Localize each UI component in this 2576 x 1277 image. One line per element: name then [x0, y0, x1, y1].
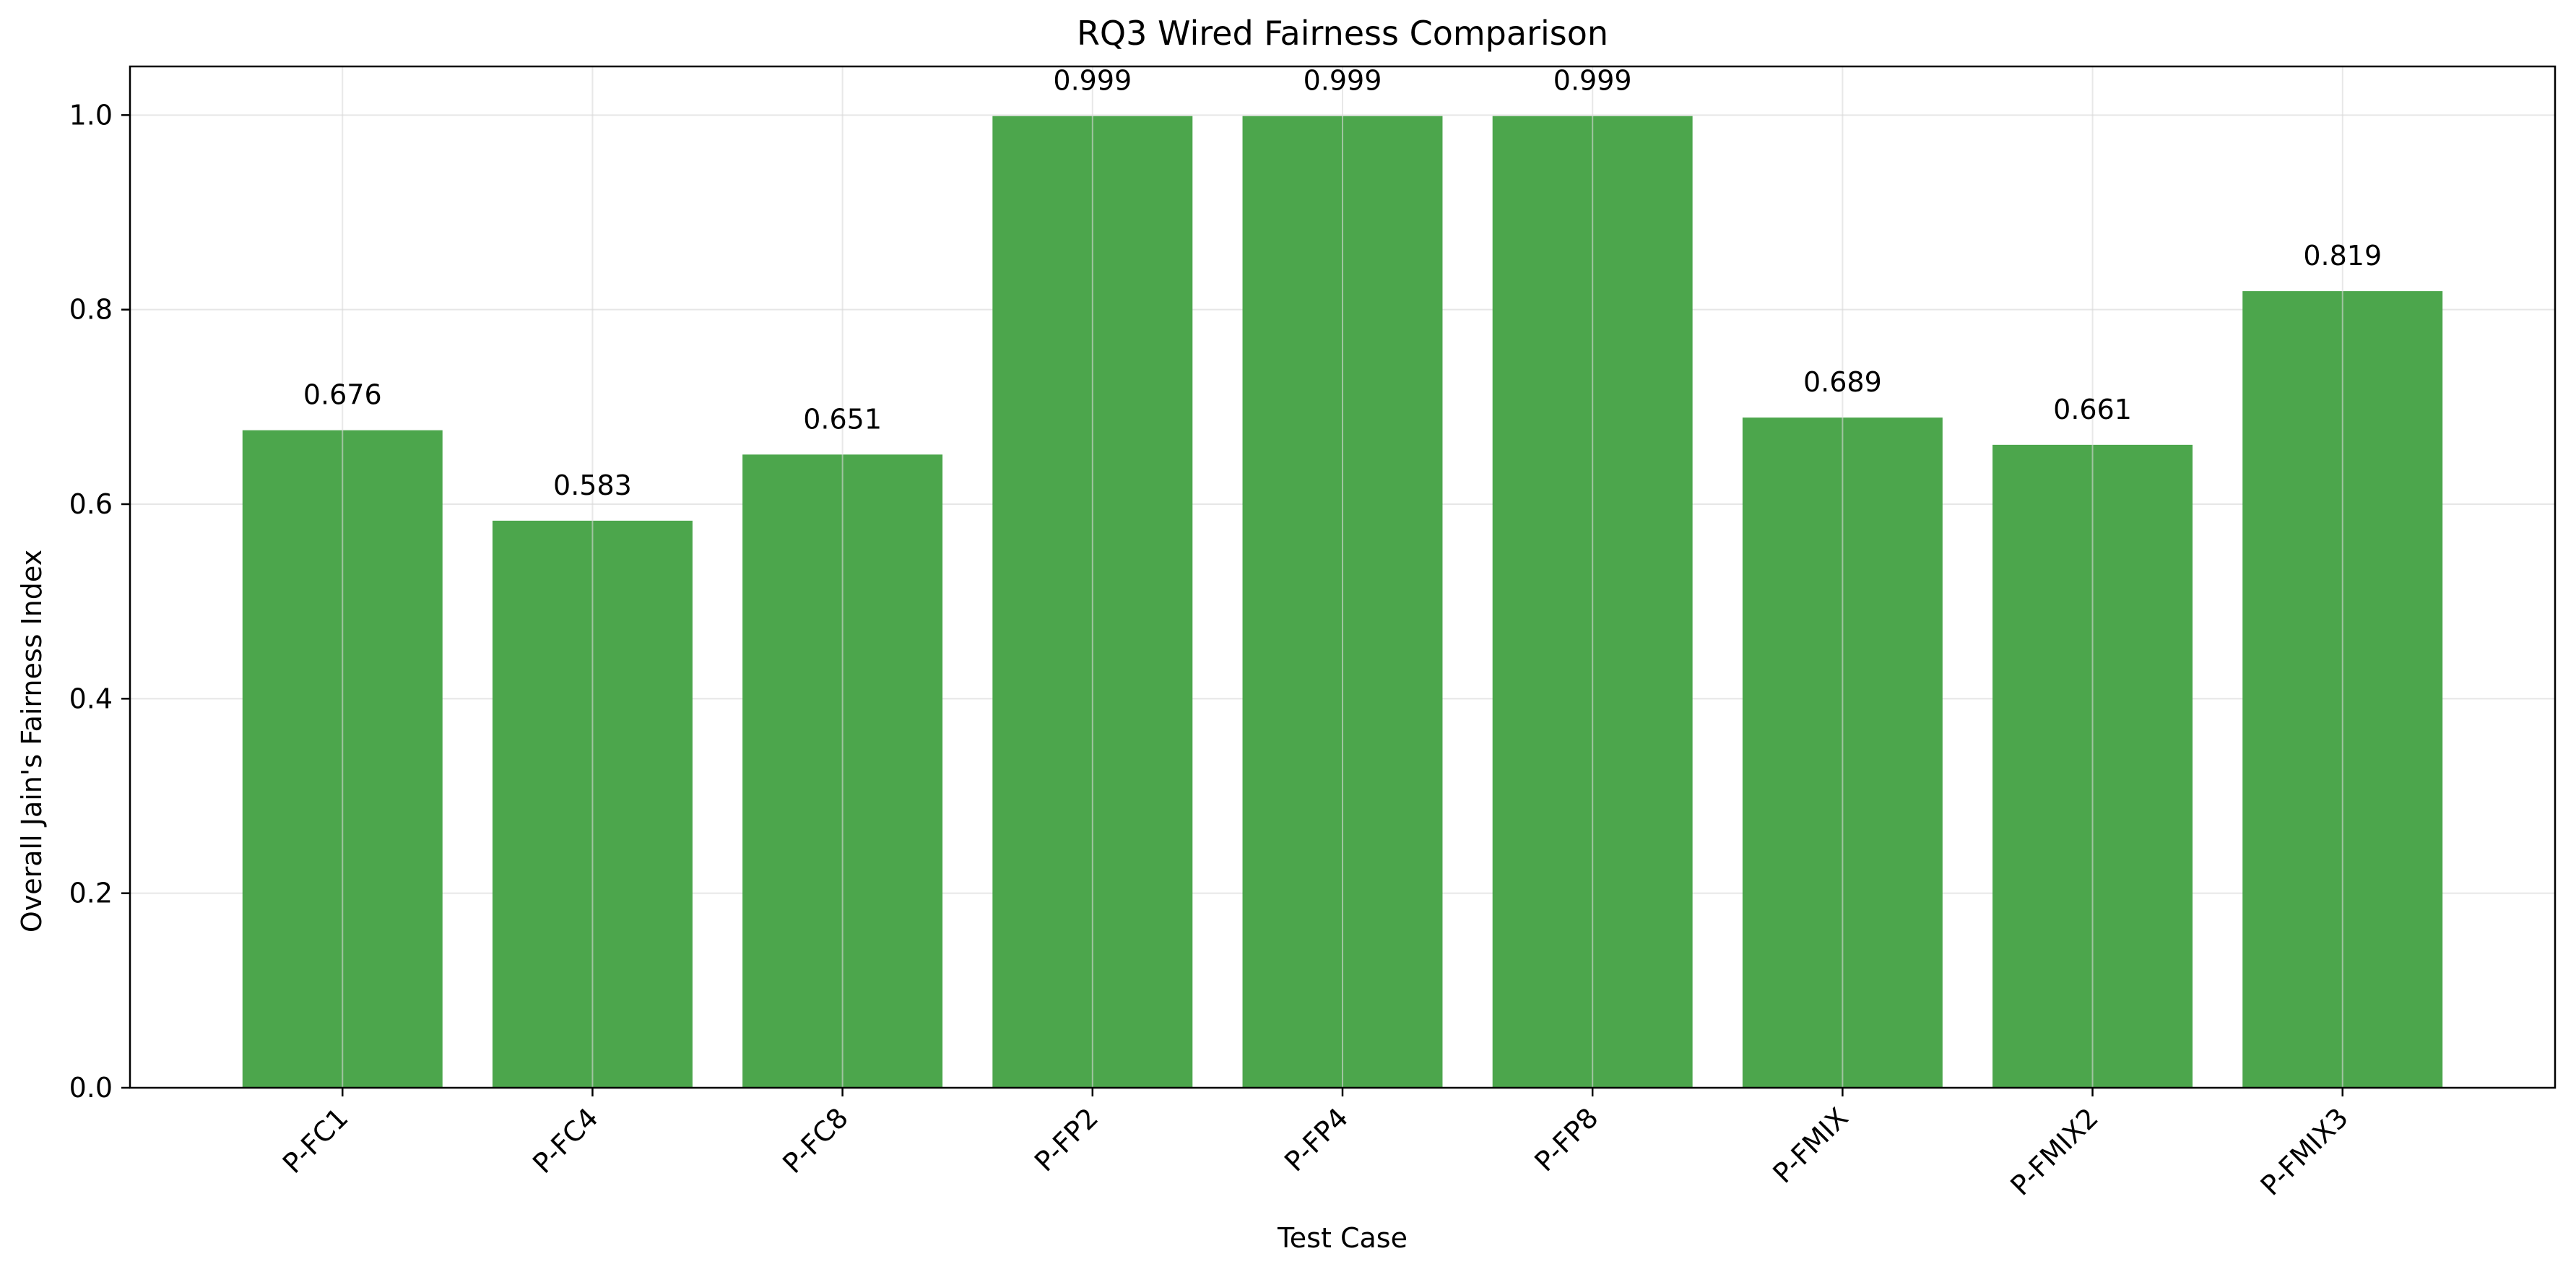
y-tick-label: 0.6: [69, 488, 113, 520]
data-label: 0.999: [1053, 65, 1132, 97]
y-tick-label: 1.0: [69, 99, 113, 131]
x-axis-title: Test Case: [1277, 1222, 1408, 1254]
x-tick-label: P-FC4: [526, 1101, 604, 1179]
y-axis-title: Overall Jain's Fairness Index: [16, 550, 48, 932]
y-axis-ticks: 0.0 0.2 0.4 0.6 0.8 1.0: [69, 99, 130, 1104]
data-label: 0.689: [1803, 366, 1882, 398]
x-tick-label: P-FC8: [776, 1101, 854, 1179]
data-label: 0.999: [1553, 65, 1632, 97]
data-label: 0.661: [2053, 394, 2132, 425]
vertical-grid-lines: [342, 66, 2343, 1088]
x-tick-label: P-FMIX3: [2255, 1101, 2354, 1201]
data-label: 0.651: [803, 403, 882, 435]
x-axis-ticks: P-FC1 P-FC4 P-FC8 P-FP2 P-FP4 P-FP8 P-FMIX P-FM…: [277, 1088, 2354, 1202]
y-tick-label: 0.8: [69, 294, 113, 326]
data-label: 0.819: [2303, 240, 2382, 272]
x-tick-label: P-FP2: [1028, 1101, 1104, 1177]
x-tick-label: P-FP8: [1528, 1101, 1604, 1177]
x-tick-label: P-FP4: [1278, 1101, 1354, 1177]
y-tick-label: 0.4: [69, 683, 113, 714]
x-tick-label: P-FMIX: [1766, 1101, 1854, 1189]
chart-title: RQ3 Wired Fairness Comparison: [1077, 14, 1608, 53]
data-label: 0.583: [553, 469, 632, 501]
data-label: 0.999: [1304, 65, 1382, 97]
y-tick-label: 0.2: [69, 878, 113, 909]
data-labels: 0.676 0.583 0.651 0.999 0.999 0.999 0.689 0.661…: [303, 65, 2382, 501]
data-label: 0.676: [303, 379, 382, 411]
x-tick-label: P-FMIX2: [2004, 1101, 2104, 1201]
y-tick-label: 0.0: [69, 1072, 113, 1104]
x-tick-label: P-FC1: [277, 1101, 355, 1179]
